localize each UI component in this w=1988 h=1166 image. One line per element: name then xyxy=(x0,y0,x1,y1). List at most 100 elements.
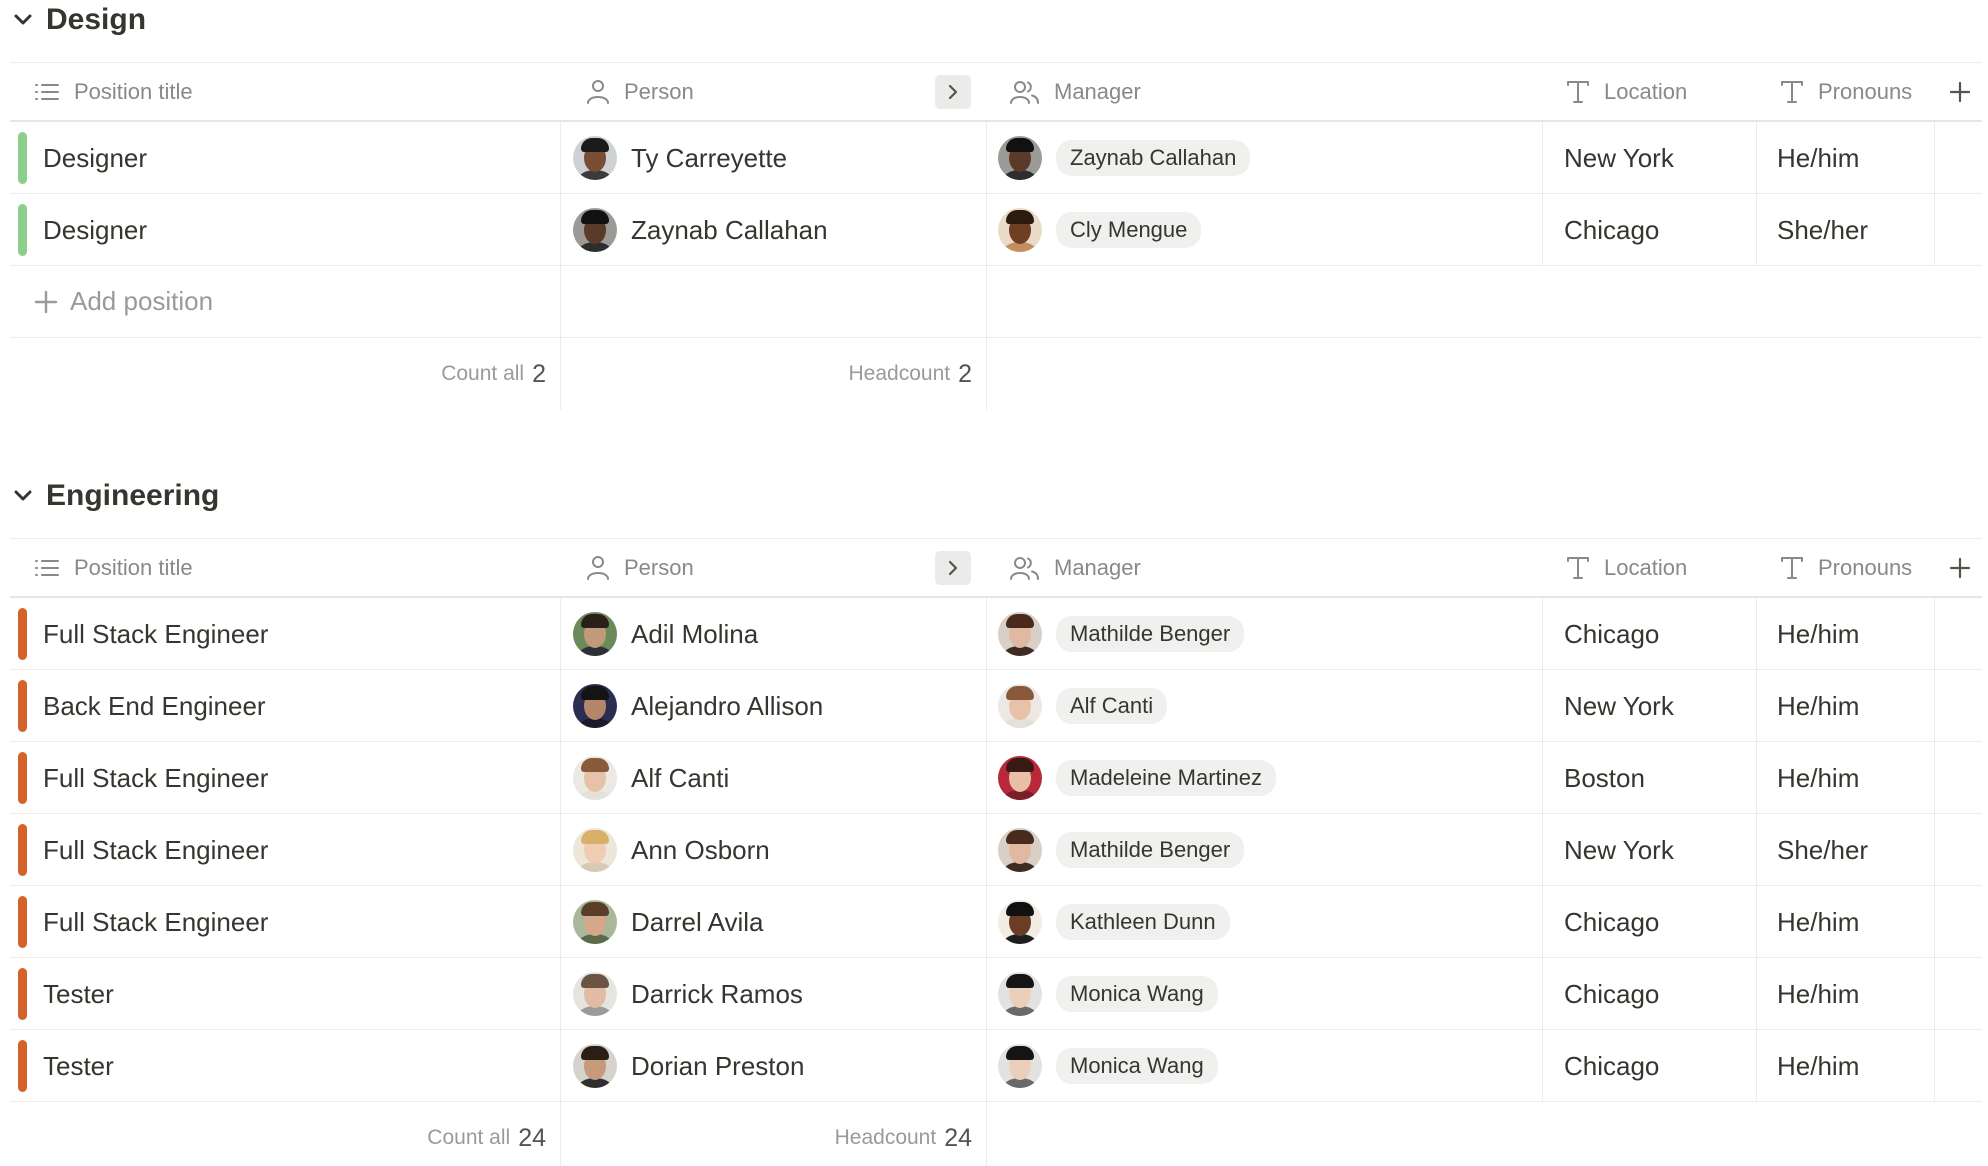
column-header-location[interactable]: Location xyxy=(1566,63,1687,121)
pronouns-cell[interactable]: He/him xyxy=(1777,906,1860,937)
count-all-summary[interactable]: Count all 2 xyxy=(10,338,546,410)
column-header-manager[interactable]: Manager xyxy=(1010,63,1141,121)
person-cell[interactable]: Dorian Preston xyxy=(573,1030,804,1102)
pronouns-cell[interactable]: He/him xyxy=(1777,618,1860,649)
group-color-stripe xyxy=(18,752,27,804)
expand-column-button[interactable] xyxy=(935,75,971,109)
manager-cell[interactable]: Alf Canti xyxy=(998,670,1168,742)
person-cell[interactable]: Darrick Ramos xyxy=(573,958,803,1030)
pronouns-cell[interactable]: He/him xyxy=(1777,690,1860,721)
manager-chip[interactable]: Mathilde Benger xyxy=(1056,616,1245,652)
group-header: Design xyxy=(0,0,146,40)
manager-cell[interactable]: Mathilde Benger xyxy=(998,814,1245,886)
manager-cell[interactable]: Zaynab Callahan xyxy=(998,122,1251,194)
table-row[interactable]: Tester Dorian Preston Monica Wang Chicag… xyxy=(10,1030,1982,1102)
table-row[interactable]: Full Stack Engineer Ann Osborn Mathilde … xyxy=(10,814,1982,886)
location-cell[interactable]: Chicago xyxy=(1564,214,1660,245)
manager-chip[interactable]: Madeleine Martinez xyxy=(1056,760,1276,796)
pronouns-cell[interactable]: He/him xyxy=(1777,762,1860,793)
count-all-summary[interactable]: Count all 24 xyxy=(10,1102,546,1166)
manager-cell[interactable]: Kathleen Dunn xyxy=(998,886,1230,958)
table-row[interactable]: Designer Zaynab Callahan Cly Mengue Chic… xyxy=(10,194,1982,266)
table-row[interactable]: Designer Ty Carreyette Zaynab Callahan N… xyxy=(10,122,1982,194)
location-cell[interactable]: New York xyxy=(1564,834,1674,865)
text-icon xyxy=(1567,557,1589,579)
position-title-cell[interactable]: Tester xyxy=(43,1050,114,1081)
pronouns-cell[interactable]: She/her xyxy=(1777,214,1869,245)
location-cell[interactable]: Chicago xyxy=(1564,978,1660,1009)
column-header-location[interactable]: Location xyxy=(1566,539,1687,597)
headcount-label: Headcount xyxy=(848,362,951,385)
person-cell[interactable]: Darrel Avila xyxy=(573,886,763,958)
column-header-position-title[interactable]: Position title xyxy=(34,539,193,597)
location-cell[interactable]: Chicago xyxy=(1564,618,1660,649)
manager-cell[interactable]: Cly Mengue xyxy=(998,194,1202,266)
column-header-label: Manager xyxy=(1054,555,1141,580)
add-column-button[interactable] xyxy=(1940,63,1980,121)
column-header-manager[interactable]: Manager xyxy=(1010,539,1141,597)
manager-chip[interactable]: Mathilde Benger xyxy=(1056,832,1245,868)
manager-chip[interactable]: Alf Canti xyxy=(1056,688,1168,724)
person-cell[interactable]: Alejandro Allison xyxy=(573,670,823,742)
table-row[interactable]: Tester Darrick Ramos Monica Wang Chicago… xyxy=(10,958,1982,1030)
person-cell[interactable]: Ty Carreyette xyxy=(573,122,787,194)
position-title-cell[interactable]: Designer xyxy=(43,214,148,245)
pronouns-cell[interactable]: He/him xyxy=(1777,142,1860,173)
manager-chip[interactable]: Cly Mengue xyxy=(1056,212,1202,248)
column-header-row: Position title Person Manager Location P… xyxy=(10,62,1982,122)
position-title-cell[interactable]: Back End Engineer xyxy=(43,690,266,721)
table-row[interactable]: Full Stack Engineer Adil Molina Mathilde… xyxy=(10,598,1982,670)
chevron-down-icon[interactable] xyxy=(0,0,46,40)
position-title-cell[interactable]: Tester xyxy=(43,978,114,1009)
headcount-summary[interactable]: Headcount 24 xyxy=(560,1102,972,1166)
manager-chip[interactable]: Monica Wang xyxy=(1056,1048,1218,1084)
location-cell[interactable]: Boston xyxy=(1564,762,1645,793)
manager-cell[interactable]: Mathilde Benger xyxy=(998,598,1245,670)
person-cell[interactable]: Alf Canti xyxy=(573,742,729,814)
position-title-cell[interactable]: Designer xyxy=(43,142,148,173)
plus-icon xyxy=(1949,557,1971,579)
manager-chip[interactable]: Monica Wang xyxy=(1056,976,1218,1012)
table-row[interactable]: Back End Engineer Alejandro Allison Alf … xyxy=(10,670,1982,742)
pronouns-cell[interactable]: She/her xyxy=(1777,834,1869,865)
column-header-position-title[interactable]: Position title xyxy=(34,63,193,121)
chevron-down-icon[interactable] xyxy=(0,476,46,516)
location-cell[interactable]: New York xyxy=(1564,690,1674,721)
person-name: Dorian Preston xyxy=(631,1050,805,1081)
column-header-pronouns[interactable]: Pronouns xyxy=(1780,63,1912,121)
manager-cell[interactable]: Monica Wang xyxy=(998,1030,1218,1102)
pronouns-cell[interactable]: He/him xyxy=(1777,978,1860,1009)
position-title-cell[interactable]: Full Stack Engineer xyxy=(43,762,269,793)
column-header-person[interactable]: Person xyxy=(586,539,694,597)
column-header-person[interactable]: Person xyxy=(586,63,694,121)
person-name: Darrel Avila xyxy=(631,906,764,937)
manager-cell[interactable]: Monica Wang xyxy=(998,958,1218,1030)
manager-chip[interactable]: Kathleen Dunn xyxy=(1056,904,1230,940)
position-title-cell[interactable]: Full Stack Engineer xyxy=(43,906,269,937)
avatar xyxy=(573,900,617,944)
location-cell[interactable]: Chicago xyxy=(1564,906,1660,937)
table-row[interactable]: Full Stack Engineer Darrel Avila Kathlee… xyxy=(10,886,1982,958)
column-divider xyxy=(986,122,987,410)
pronouns-cell[interactable]: He/him xyxy=(1777,1050,1860,1081)
avatar xyxy=(998,972,1042,1016)
person-cell[interactable]: Zaynab Callahan xyxy=(573,194,828,266)
position-title-cell[interactable]: Full Stack Engineer xyxy=(43,834,269,865)
avatar xyxy=(998,684,1042,728)
avatar xyxy=(998,756,1042,800)
column-header-pronouns[interactable]: Pronouns xyxy=(1780,539,1912,597)
table-row[interactable]: Full Stack Engineer Alf Canti Madeleine … xyxy=(10,742,1982,814)
expand-column-button[interactable] xyxy=(935,551,971,585)
column-header-label: Pronouns xyxy=(1818,79,1913,104)
manager-cell[interactable]: Madeleine Martinez xyxy=(998,742,1276,814)
add-column-button[interactable] xyxy=(1940,539,1980,597)
location-cell[interactable]: New York xyxy=(1564,142,1674,173)
add-position-button[interactable]: Add position xyxy=(10,266,1982,338)
person-cell[interactable]: Ann Osborn xyxy=(573,814,770,886)
position-title-cell[interactable]: Full Stack Engineer xyxy=(43,618,269,649)
manager-chip[interactable]: Zaynab Callahan xyxy=(1056,140,1251,176)
avatar xyxy=(573,756,617,800)
person-cell[interactable]: Adil Molina xyxy=(573,598,758,670)
location-cell[interactable]: Chicago xyxy=(1564,1050,1660,1081)
headcount-summary[interactable]: Headcount 2 xyxy=(560,338,972,410)
